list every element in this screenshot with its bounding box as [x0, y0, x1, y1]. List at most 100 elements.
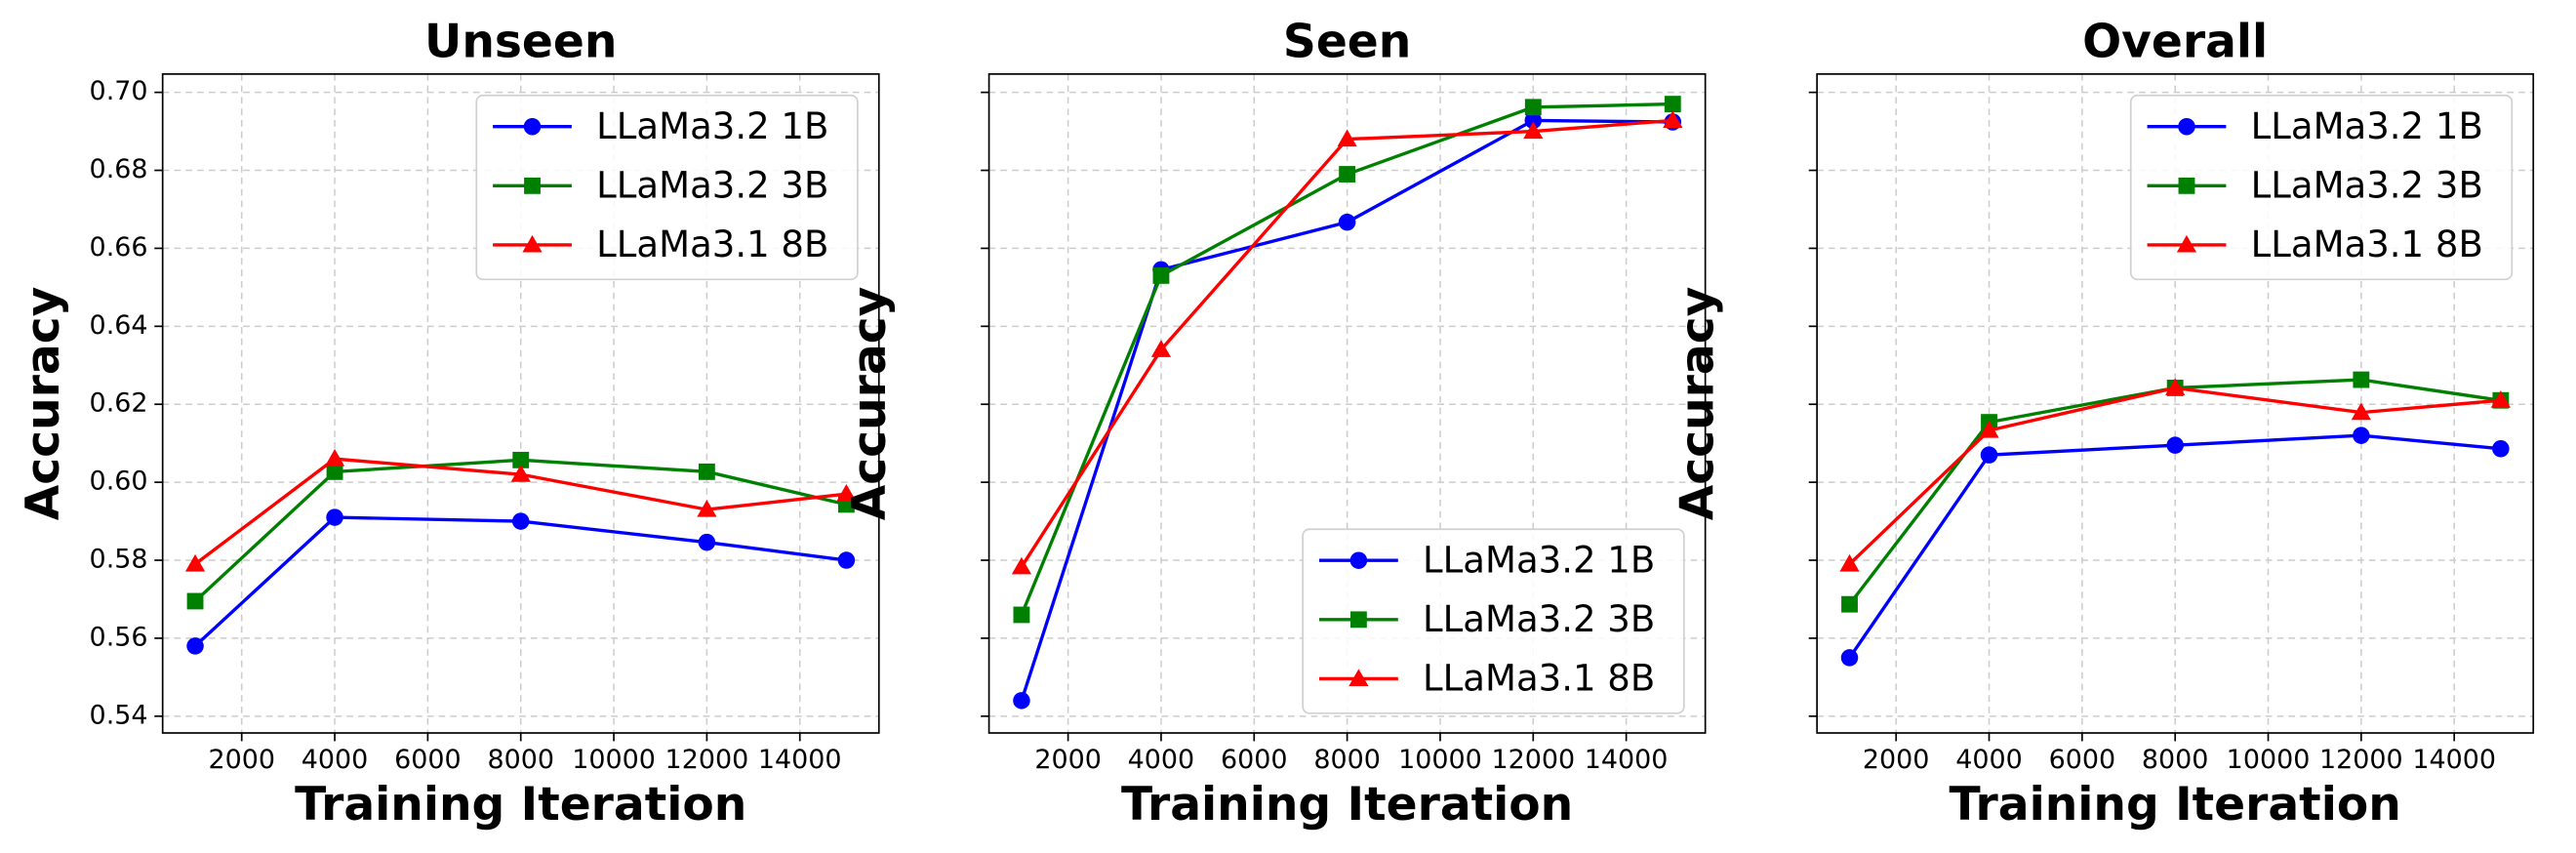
x-tick-label: 8000: [2142, 745, 2209, 775]
data-point: [1013, 606, 1030, 624]
data-point: [184, 553, 206, 572]
data-point: [1152, 266, 1170, 284]
legend-marker: [1349, 551, 1368, 569]
legend-marker: [2178, 117, 2195, 136]
data-point: [698, 463, 715, 480]
data-point: [2353, 426, 2370, 444]
legend-box: [1302, 528, 1685, 714]
data-point: [1338, 213, 1356, 231]
data-point: [326, 508, 343, 526]
data-point: [2165, 378, 2186, 396]
data-point: [837, 551, 856, 569]
data-point: [2351, 402, 2371, 421]
x-tick-label: 2000: [208, 745, 275, 775]
y-tick-label: 0.62: [90, 388, 148, 419]
legend-label: LLaMa3.2 3B: [2251, 165, 2483, 207]
plot-frame: [161, 73, 880, 734]
x-tick-label: 10000: [2227, 745, 2311, 775]
legend-marker: [522, 234, 543, 253]
plot-frame: [987, 73, 1707, 734]
data-point: [511, 512, 530, 530]
x-tick-label: 8000: [487, 745, 554, 775]
y-tick-label: 0.68: [90, 154, 148, 184]
legend-box: [475, 94, 859, 281]
x-tick-label: 14000: [758, 745, 842, 775]
x-tick-label: 14000: [2412, 745, 2496, 775]
data-point: [2490, 390, 2511, 408]
chart-title: Unseen: [424, 16, 617, 69]
panel: Overall Training Iteration Accuracy 2000 400…: [1671, 16, 2535, 832]
data-point: [1524, 99, 1542, 116]
data-point: [186, 592, 204, 610]
data-point: [1664, 96, 1681, 113]
data-point: [1339, 166, 1356, 183]
chart-title: Overall: [2082, 16, 2268, 69]
panel: Seen Training Iteration Accuracy 2000 4000 60…: [843, 16, 1707, 832]
data-point: [186, 637, 204, 655]
data-point: [512, 451, 530, 468]
data-point: [2353, 371, 2370, 388]
data-point: [1524, 111, 1543, 130]
x-tick-label: 12000: [2319, 745, 2403, 775]
y-tick-label: 0.66: [90, 232, 148, 263]
y-tick-label: 0.64: [90, 310, 148, 341]
x-tick-label: 6000: [2049, 745, 2116, 775]
x-tick-label: 6000: [394, 745, 462, 775]
legend-label: LLaMa3.2 3B: [596, 165, 828, 207]
legend-label: LLaMa3.2 3B: [1423, 598, 1655, 640]
data-point: [1980, 446, 1998, 464]
x-tick-label: 12000: [1491, 745, 1575, 775]
y-axis-label: Accuracy: [843, 287, 897, 521]
legend-marker: [2178, 177, 2195, 194]
data-point: [1150, 340, 1172, 357]
legend-marker: [2176, 234, 2197, 253]
chart-title: Seen: [1283, 16, 1411, 69]
x-tick-label: 10000: [1398, 745, 1482, 775]
data-point: [324, 449, 345, 467]
legend-marker: [1348, 669, 1369, 687]
data-point: [1013, 692, 1030, 710]
legend-label: LLaMa3.1 8B: [596, 223, 828, 265]
legend-label: LLaMa3.2 1B: [1423, 539, 1655, 581]
panel: Unseen Training Iteration Accuracy 2000 4000…: [17, 16, 880, 832]
y-axis-label: Accuracy: [17, 287, 70, 521]
x-tick-label: 4000: [1128, 745, 1195, 775]
data-point: [510, 465, 531, 482]
data-point: [1839, 553, 1860, 572]
data-point: [1663, 110, 1683, 128]
data-point: [2492, 440, 2510, 458]
legend-marker: [524, 177, 541, 194]
x-tick-label: 14000: [1585, 745, 1669, 775]
data-point: [1979, 420, 1999, 438]
y-tick-label: 0.58: [90, 545, 148, 575]
data-point: [697, 499, 717, 517]
x-tick-label: 2000: [1034, 745, 1102, 775]
x-tick-label: 12000: [665, 745, 749, 775]
plot-frame: [1816, 73, 2535, 734]
x-axis-label: Training Iteration: [295, 778, 746, 832]
data-point: [326, 463, 343, 480]
legend-marker: [1349, 611, 1367, 629]
x-tick-label: 4000: [1955, 745, 2023, 775]
y-tick-label: 0.70: [90, 76, 148, 106]
legend-label: LLaMa3.1 8B: [2251, 223, 2483, 265]
data-point: [1841, 595, 1858, 613]
y-tick-label: 0.56: [90, 622, 148, 652]
x-tick-label: 2000: [1863, 745, 1930, 775]
legend-label: LLaMa3.2 1B: [596, 105, 828, 147]
x-tick-label: 6000: [1221, 745, 1288, 775]
y-tick-label: 0.54: [90, 700, 148, 730]
legend-label: LLaMa3.2 1B: [2251, 105, 2483, 147]
x-tick-label: 4000: [302, 745, 369, 775]
x-axis-label: Training Iteration: [1950, 778, 2401, 832]
data-point: [1337, 129, 1357, 147]
x-tick-label: 10000: [572, 745, 656, 775]
data-point: [1523, 121, 1544, 140]
legend-label: LLaMa3.1 8B: [1423, 658, 1655, 700]
data-point: [2166, 436, 2184, 454]
data-point: [836, 484, 857, 502]
legend-marker: [523, 117, 542, 136]
y-tick-label: 0.60: [90, 467, 148, 497]
